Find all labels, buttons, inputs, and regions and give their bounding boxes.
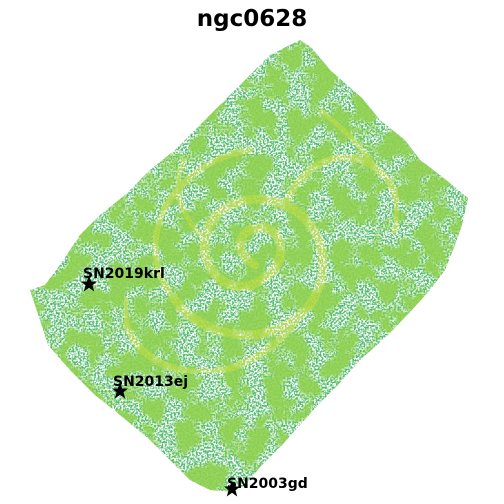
star-icon: [81, 276, 97, 292]
sn-label-sn2013ej: SN2013ej: [113, 374, 189, 390]
sn-label-sn2003gd: SN2003gd: [227, 476, 308, 492]
star-icon: [224, 481, 240, 497]
star-icon: [112, 383, 128, 399]
spiral-arms: [120, 107, 402, 377]
plot-title: ngc0628: [196, 6, 308, 32]
sn-label-sn2019krl: SN2019krl: [83, 266, 165, 282]
emission-field: [30, 40, 468, 492]
